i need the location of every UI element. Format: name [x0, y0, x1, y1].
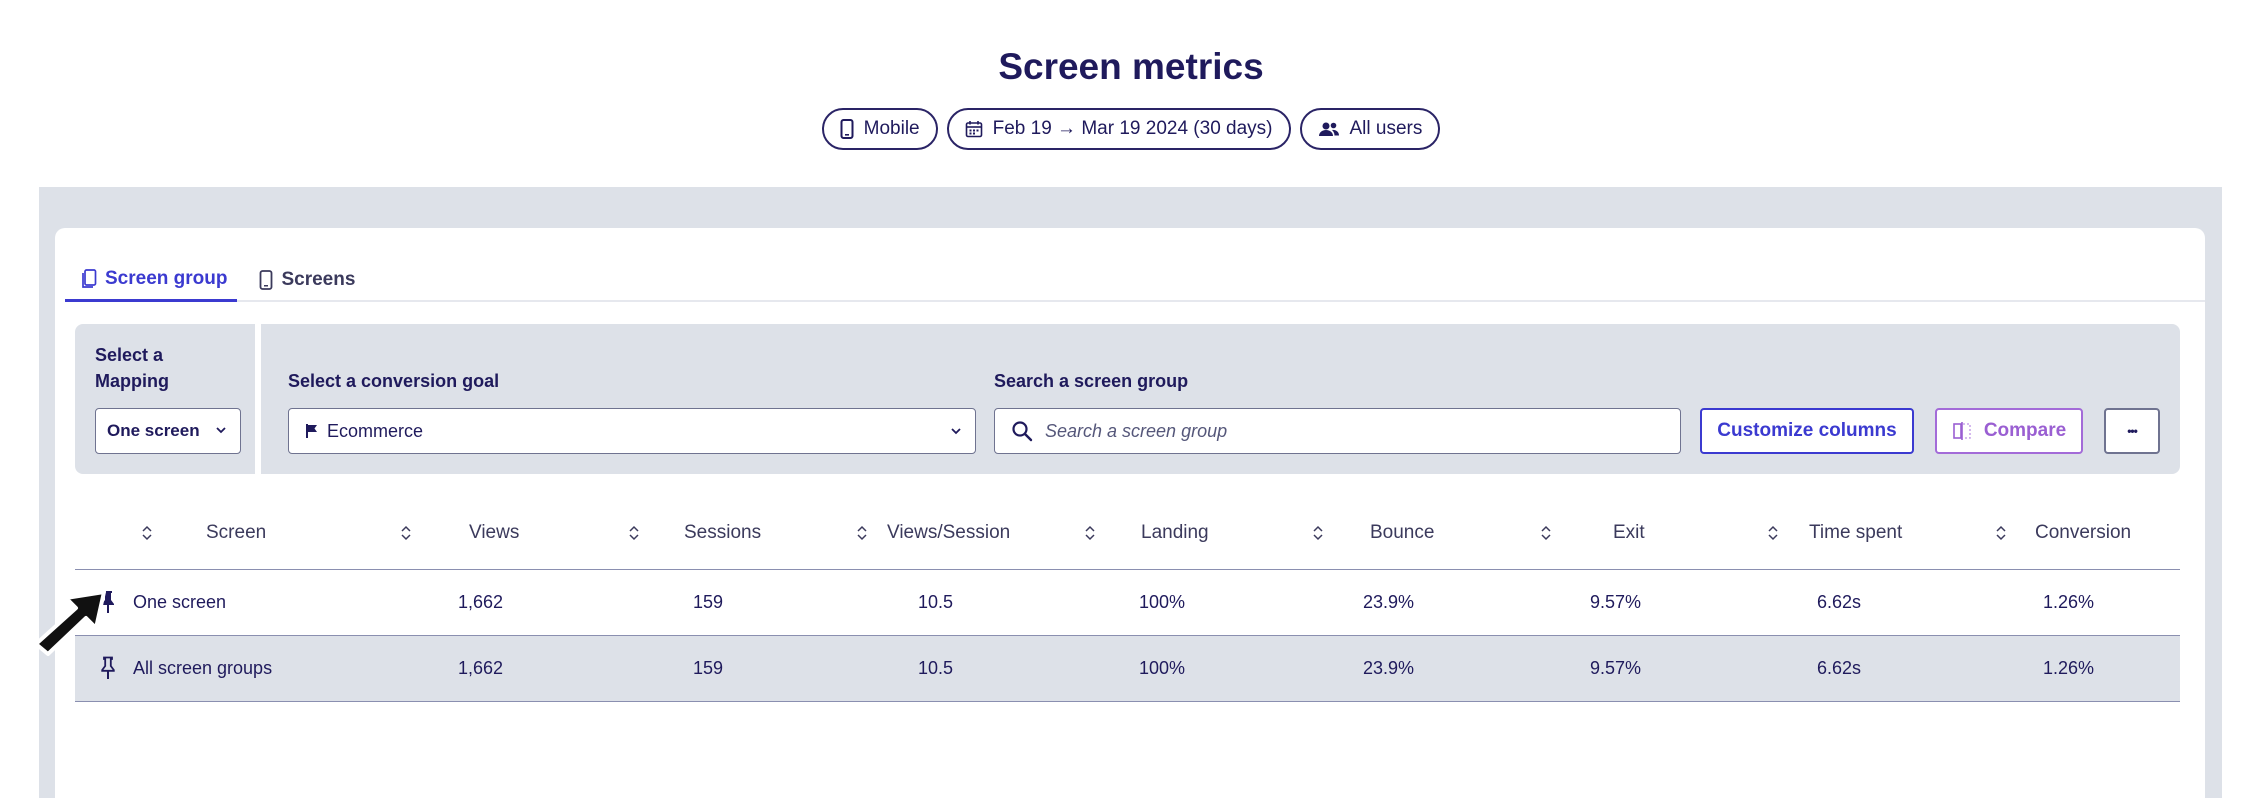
tab-screen-group[interactable]: Screen group	[65, 258, 238, 302]
view-tabs: Screen group Screens	[65, 258, 2205, 302]
cell-conversion: 1.26%	[2043, 658, 2095, 678]
search-input[interactable]	[1045, 420, 1645, 442]
cell-exit: 9.57%	[1590, 658, 1642, 678]
cell-screen: All screen groups	[133, 658, 273, 678]
compare-icon	[1952, 421, 1972, 441]
mouse-cursor-icon	[32, 590, 108, 661]
table-row[interactable]: One screen 1,662 159 10.5 100% 23.9% 9.5…	[75, 570, 2180, 636]
conversion-goal-label: Select a conversion goal	[288, 371, 500, 391]
cell-sessions: 159	[693, 592, 724, 612]
tab-screen-group-label: Screen group	[105, 267, 228, 289]
pin-outline-icon[interactable]	[99, 656, 117, 685]
sort-icon[interactable]	[1767, 524, 1779, 547]
tab-screens[interactable]: Screens	[243, 258, 365, 302]
cell-exit: 9.57%	[1590, 592, 1642, 612]
sort-icon[interactable]	[1312, 524, 1324, 547]
calendar-icon	[965, 120, 983, 138]
column-header-sessions[interactable]: Sessions	[684, 522, 762, 543]
cell-conversion: 1.26%	[2043, 592, 2095, 612]
sort-icon[interactable]	[1540, 524, 1552, 547]
cell-views-session: 10.5	[918, 592, 954, 612]
sort-icon[interactable]	[141, 524, 153, 547]
screen-metrics-table: Screen Views Sessions Views/Session Land…	[75, 498, 2180, 702]
sort-icon[interactable]	[856, 524, 868, 547]
tab-screens-label: Screens	[281, 269, 356, 290]
cell-views: 1,662	[458, 658, 504, 678]
cell-time-spent: 6.62s	[1817, 592, 1862, 612]
sort-icon[interactable]	[1084, 524, 1096, 547]
mapping-select-value: One screen	[107, 421, 200, 440]
cell-views: 1,662	[458, 592, 504, 612]
device-filter-pill[interactable]: Mobile	[821, 108, 938, 150]
table-header: Screen Views Sessions Views/Session Land…	[75, 498, 2180, 570]
compare-label: Compare	[1983, 420, 2067, 441]
page-title: Screen metrics	[998, 46, 1264, 87]
chevron-down-icon	[949, 422, 963, 443]
device-filter-label: Mobile	[863, 118, 920, 139]
column-header-conversion[interactable]: Conversion	[2035, 522, 2132, 543]
segment-filter-pill[interactable]: All users	[1299, 108, 1441, 150]
column-header-time-spent[interactable]: Time spent	[1809, 522, 1903, 543]
column-header-bounce[interactable]: Bounce	[1370, 522, 1435, 543]
compare-button[interactable]: Compare	[1935, 408, 2083, 454]
chevron-down-icon	[214, 422, 228, 442]
conversion-goal-value: Ecommerce	[327, 420, 424, 441]
search-icon	[1011, 420, 1033, 442]
metrics-card: Screen group Screens Select a Mapping On…	[55, 228, 2205, 798]
sort-icon[interactable]	[400, 524, 412, 547]
date-range-label: Feb 19 → Mar 19 2024 (30 days)	[992, 118, 1273, 139]
column-header-exit[interactable]: Exit	[1613, 522, 1645, 543]
search-box	[994, 408, 1681, 454]
date-range-pill[interactable]: Feb 19 → Mar 19 2024 (30 days)	[946, 108, 1291, 150]
cell-landing: 100%	[1139, 658, 1186, 678]
column-header-views[interactable]: Views	[469, 522, 520, 543]
cell-bounce: 23.9%	[1363, 592, 1415, 612]
cell-screen: One screen	[133, 592, 227, 612]
filter-bar: Select a Mapping One screen Select a con…	[75, 324, 2180, 474]
mobile-icon	[840, 119, 854, 139]
cell-bounce: 23.9%	[1363, 658, 1415, 678]
sort-icon[interactable]	[1995, 524, 2007, 547]
table-row[interactable]: All screen groups 1,662 159 10.5 100% 23…	[75, 636, 2180, 702]
segment-filter-label: All users	[1349, 118, 1423, 139]
mobile-icon	[259, 270, 273, 290]
sort-icon[interactable]	[628, 524, 640, 547]
cell-sessions: 159	[693, 658, 724, 678]
flag-icon	[305, 423, 319, 439]
mapping-section: Select a Mapping One screen	[75, 324, 261, 474]
cell-landing: 100%	[1139, 592, 1186, 612]
column-header-views-session[interactable]: Views/Session	[887, 522, 1011, 543]
filter-pills: Mobile Feb 19 → Mar 19 2024 (30 days) Al…	[0, 108, 2262, 150]
mapping-select[interactable]: One screen	[95, 408, 241, 454]
column-header-screen[interactable]: Screen	[206, 522, 267, 543]
screen-group-icon	[81, 268, 97, 289]
cell-views-session: 10.5	[918, 658, 954, 678]
conversion-goal-select[interactable]: Ecommerce	[288, 408, 976, 454]
customize-columns-button[interactable]: Customize columns	[1700, 408, 1914, 454]
users-icon	[1318, 121, 1340, 137]
mapping-label: Select a Mapping	[95, 345, 169, 391]
cell-time-spent: 6.62s	[1817, 658, 1862, 678]
more-options-button[interactable]: •••	[2104, 408, 2160, 454]
search-label: Search a screen group	[994, 371, 1189, 391]
column-header-landing[interactable]: Landing	[1141, 522, 1209, 543]
